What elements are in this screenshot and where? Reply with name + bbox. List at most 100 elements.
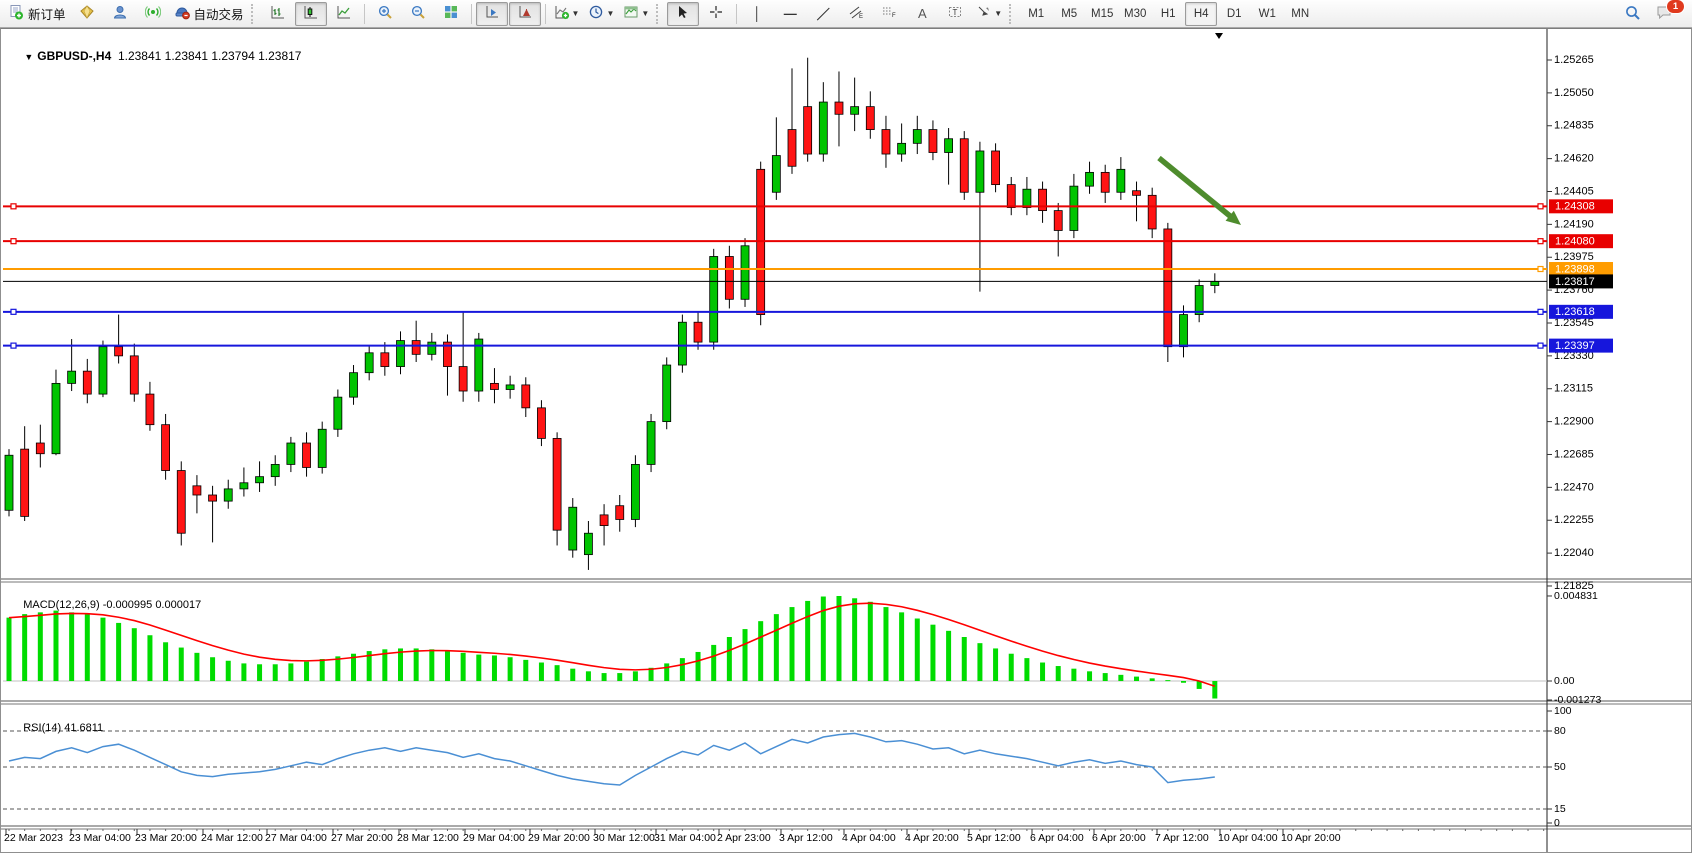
timeframe-m30-button[interactable]: M30 (1124, 7, 1147, 20)
vertical-line-tool-button[interactable]: │ (741, 2, 773, 26)
macd-histogram-bar (210, 657, 216, 681)
rsi-axis-label: 80 (1554, 725, 1566, 737)
auto-scroll-button[interactable] (508, 1, 541, 26)
macd-histogram-bar (836, 595, 842, 681)
autotrade-label: 自动交易 (193, 8, 244, 22)
cursor-tool-button[interactable] (667, 1, 700, 26)
price-axis-label: 1.23330 (1554, 350, 1594, 362)
rsi-axis-label: 50 (1554, 761, 1566, 773)
level-handle[interactable] (10, 342, 17, 349)
macd-histogram-bar (491, 655, 497, 681)
candle-body (490, 382, 499, 390)
timeframe-mn-button[interactable]: MN (1291, 7, 1310, 20)
candle-body (176, 470, 186, 534)
bar-chart-mode-button[interactable] (262, 2, 294, 26)
time-axis-label: 23 Mar 20:00 (135, 832, 197, 844)
new-order-button[interactable]: 新订单 (4, 2, 70, 26)
trendline-tool-button[interactable]: ／ (807, 2, 839, 26)
timeframe-w1-button[interactable]: W1 (1258, 7, 1276, 20)
candle-body (161, 424, 171, 471)
search-button[interactable] (1616, 2, 1648, 26)
toolbar-separator (470, 3, 472, 24)
price-level-badge-label: 1.24080 (1555, 236, 1595, 248)
crosshair-tool-button[interactable] (700, 2, 732, 26)
time-axis-label: 24 Mar 12:00 (201, 832, 263, 844)
candle-body (646, 421, 656, 465)
tile-windows-button[interactable] (435, 2, 467, 26)
timeframe-h1-button[interactable]: H1 (1160, 7, 1176, 20)
crosshair-crayon-button[interactable] (71, 2, 103, 26)
macd-histogram-bar (100, 617, 106, 681)
zoom-out-button[interactable] (402, 2, 434, 26)
candle-body (975, 150, 985, 193)
level-handle[interactable] (1537, 308, 1544, 315)
candlestick-mode-button[interactable] (294, 1, 327, 26)
channel-tool-button[interactable]: E (840, 2, 872, 26)
candle-body (803, 106, 813, 155)
timeframe-d1-button[interactable]: D1 (1226, 7, 1242, 20)
price-axis-label: 1.24405 (1554, 185, 1594, 197)
trend-arrow-head (1225, 210, 1241, 225)
profile-button[interactable] (104, 2, 136, 26)
chart-shift-icon (484, 4, 500, 23)
macd-histogram-bar (429, 649, 435, 681)
time-axis-label: 27 Mar 20:00 (331, 832, 393, 844)
fibonacci-tool-button[interactable]: F (873, 2, 905, 26)
level-handle[interactable] (1537, 265, 1544, 273)
macd-histogram-bar (444, 651, 450, 681)
timeframe-h4-button[interactable]: H4 (1185, 1, 1218, 26)
chart-title: ▼ GBPUSD-,H4 1.23841 1.23841 1.23794 1.23… (11, 35, 301, 77)
macd-histogram-bar (1024, 658, 1030, 681)
macd-histogram-bar (993, 648, 999, 681)
horizontal-line-tool-button[interactable]: — (774, 2, 806, 26)
line-chart-mode-button[interactable] (328, 2, 360, 26)
periods-dropdown-button[interactable]: ▼ (584, 2, 618, 26)
autotrade-button[interactable]: 自动交易 (170, 2, 248, 26)
level-handle[interactable] (1537, 238, 1544, 245)
macd-histogram-bar (131, 628, 137, 681)
text-tool-button[interactable]: A (906, 2, 938, 26)
price-level-badge (1549, 199, 1613, 214)
macd-histogram-bar (601, 673, 607, 681)
timeframe-m15-button[interactable]: M15 (1091, 7, 1114, 20)
price-axis-label: 1.22255 (1554, 514, 1594, 526)
timeframe-m1-button[interactable]: M1 (1028, 7, 1045, 20)
time-axis-label: 2 Apr 23:00 (717, 832, 771, 844)
level-handle[interactable] (1537, 203, 1544, 210)
label-tool-button[interactable]: T (939, 2, 971, 26)
rsi-axis-label: 100 (1554, 705, 1572, 717)
zoom-in-button[interactable] (369, 2, 401, 26)
signals-button[interactable] (137, 2, 169, 26)
trend-arrow-annotation[interactable] (1157, 155, 1237, 223)
macd-axis-label: -0.001273 (1554, 694, 1601, 706)
time-axis-label: 4 Apr 20:00 (905, 832, 959, 844)
macd-histogram-bar (147, 635, 153, 681)
timeframe-m5-button[interactable]: M5 (1061, 7, 1078, 20)
chart-shift-button[interactable] (475, 1, 508, 26)
candle-body (505, 384, 515, 390)
community-chat-button[interactable]: 1 (1648, 0, 1685, 26)
macd-histogram-bar (288, 663, 294, 681)
candle-body (349, 372, 358, 398)
indicators-dropdown-button[interactable]: ▼ (550, 2, 584, 26)
level-handle[interactable] (10, 308, 17, 315)
current-price-badge-label: 1.23817 (1555, 276, 1595, 288)
macd-histogram-bar (1134, 676, 1140, 681)
macd-histogram-bar (460, 652, 466, 681)
chevron-down-icon: ▼ (571, 9, 580, 18)
candle-body (223, 488, 233, 502)
templates-dropdown-button[interactable]: ▼ (619, 2, 653, 26)
text-icon: A (917, 6, 927, 21)
macd-histogram-bar (1212, 681, 1218, 699)
macd-histogram-bar (789, 607, 795, 681)
chart-collapse-icon[interactable]: ▼ (24, 52, 34, 62)
level-handle[interactable] (10, 203, 17, 210)
svg-text:F: F (892, 13, 896, 19)
level-handle[interactable] (1537, 342, 1544, 349)
candle-body (474, 338, 484, 392)
level-handle[interactable] (10, 238, 17, 245)
macd-histogram-bar (758, 621, 764, 681)
arrows-dropdown-button[interactable]: ▼ (972, 2, 1006, 26)
macd-histogram-bar (69, 612, 75, 681)
macd-histogram-bar (178, 647, 184, 681)
